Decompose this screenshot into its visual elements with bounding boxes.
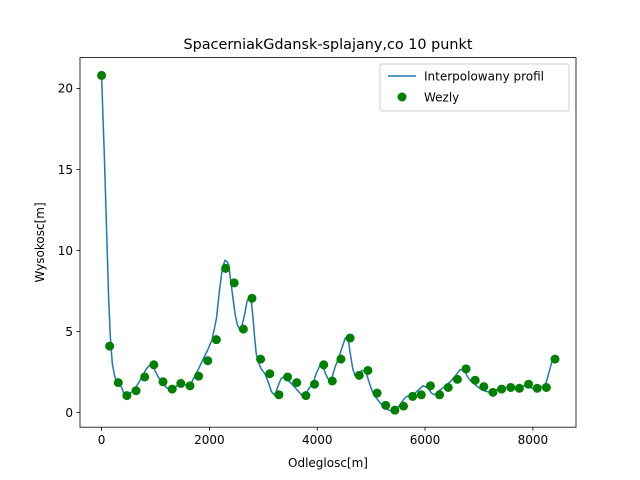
- data-point-wezly: [292, 378, 302, 388]
- legend: Interpolowany profil Wezly: [379, 63, 570, 112]
- data-point-wezly: [452, 374, 462, 384]
- data-point-wezly: [398, 401, 408, 411]
- data-point-wezly: [185, 381, 195, 391]
- data-point-wezly: [256, 354, 266, 364]
- data-point-wezly: [167, 384, 177, 394]
- data-point-wezly: [461, 364, 471, 374]
- y-tick-label: 15: [58, 163, 73, 177]
- data-point-wezly: [194, 371, 204, 381]
- data-point-wezly: [327, 376, 337, 386]
- data-point-wezly: [541, 382, 551, 392]
- data-point-wezly: [238, 324, 248, 334]
- data-point-wezly: [283, 372, 293, 382]
- data-point-wezly: [149, 360, 159, 370]
- data-point-wezly: [435, 390, 445, 400]
- data-point-wezly: [532, 383, 542, 393]
- data-point-wezly: [408, 391, 418, 401]
- data-point-wezly: [319, 360, 329, 370]
- data-point-wezly: [211, 335, 221, 345]
- legend-marker-swatch: [397, 92, 407, 102]
- data-point-wezly: [416, 390, 426, 400]
- data-point-wezly: [336, 354, 346, 364]
- x-axis-label: Odleglosc[m]: [288, 456, 368, 470]
- data-point-wezly: [506, 382, 516, 392]
- x-tick-label: 0: [98, 433, 106, 447]
- data-point-wezly: [363, 365, 373, 375]
- y-tick-label: 20: [58, 82, 73, 96]
- data-point-wezly: [345, 333, 355, 343]
- data-point-wezly: [514, 383, 524, 393]
- legend-box: [379, 63, 570, 112]
- data-point-wezly: [301, 391, 311, 401]
- data-point-wezly: [131, 386, 141, 396]
- x-tick-label: 6000: [410, 433, 441, 447]
- data-point-wezly: [354, 370, 364, 380]
- data-point-wezly: [140, 372, 150, 382]
- x-tick-label: 2000: [194, 433, 225, 447]
- data-point-wezly: [265, 369, 275, 379]
- y-axis: 0 5 10 15 20: [58, 82, 80, 420]
- data-point-wezly: [390, 405, 400, 415]
- data-point-wezly: [381, 400, 391, 410]
- data-point-wezly: [122, 391, 132, 401]
- y-tick-label: 0: [65, 406, 73, 420]
- data-point-wezly: [479, 382, 489, 392]
- data-point-wezly: [247, 293, 257, 303]
- data-point-wezly: [221, 263, 231, 273]
- data-point-wezly: [372, 388, 382, 398]
- data-point-wezly: [158, 377, 168, 387]
- series-line-interpolowany-profil: [100, 75, 556, 412]
- data-point-wezly: [470, 375, 480, 385]
- data-point-wezly: [113, 378, 123, 388]
- data-point-wezly: [550, 354, 560, 364]
- chart-title: SpacerniakGdansk-splajany,co 10 punkt: [183, 37, 472, 53]
- y-tick-label: 10: [58, 244, 73, 258]
- data-point-wezly: [425, 381, 435, 391]
- data-point-wezly: [443, 382, 453, 392]
- data-point-wezly: [176, 378, 186, 388]
- y-tick-label: 5: [65, 325, 73, 339]
- data-point-wezly: [488, 387, 498, 397]
- plot-area: [97, 70, 560, 415]
- x-tick-label: 8000: [518, 433, 549, 447]
- data-point-wezly: [497, 384, 507, 394]
- data-point-wezly: [310, 379, 320, 389]
- x-axis: 0 2000 4000 6000 8000: [98, 427, 548, 447]
- legend-label-profile: Interpolowany profil: [424, 70, 544, 84]
- data-point-wezly: [274, 390, 284, 400]
- data-point-wezly: [203, 356, 213, 366]
- data-point-wezly: [97, 70, 107, 80]
- data-point-wezly: [229, 278, 239, 288]
- y-axis-label: Wysokosc[m]: [33, 202, 47, 282]
- legend-label-nodes: Wezly: [424, 91, 459, 105]
- data-point-wezly: [524, 379, 534, 389]
- data-point-wezly: [105, 341, 115, 351]
- plot-frame: [79, 57, 577, 428]
- x-tick-label: 4000: [302, 433, 333, 447]
